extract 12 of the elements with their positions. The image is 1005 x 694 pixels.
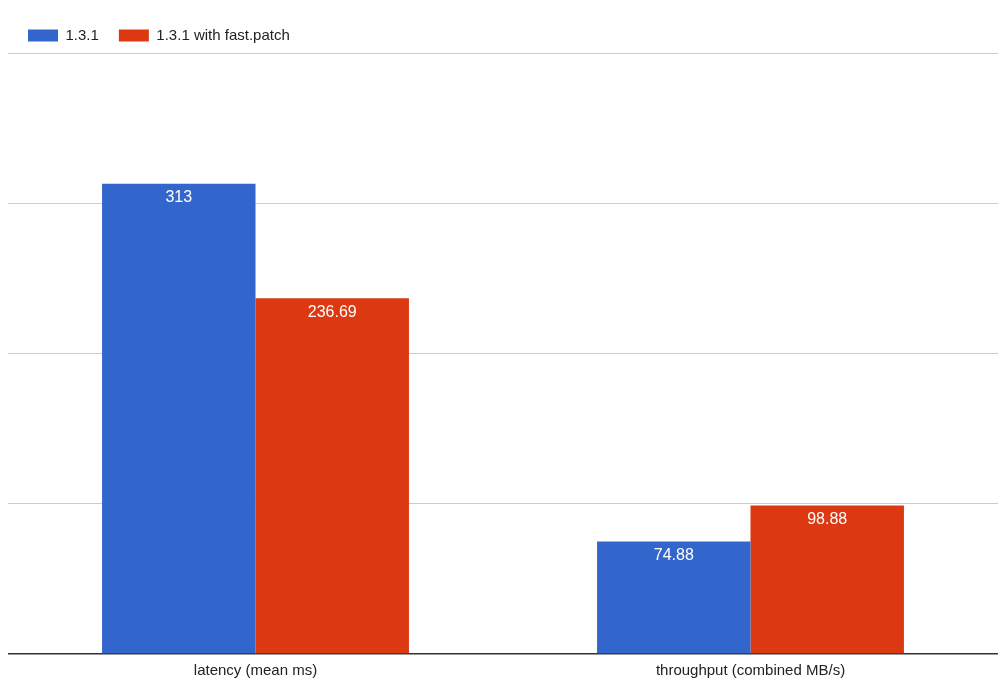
x-tick-label: latency (mean ms) [193,661,318,679]
data-label: 74.88 [653,545,694,563]
bar [750,505,904,654]
bar [255,298,409,654]
data-label: 98.88 [807,509,848,527]
data-label: 236.69 [307,302,357,320]
bar [102,183,256,654]
data-label: 313 [165,188,193,206]
bar [597,541,751,654]
x-tick-label: throughput (combined MB/s) [655,661,846,679]
legend-label: 1.3.1 with fast.patch [156,25,290,43]
legend-label: 1.3.1 [65,25,99,43]
